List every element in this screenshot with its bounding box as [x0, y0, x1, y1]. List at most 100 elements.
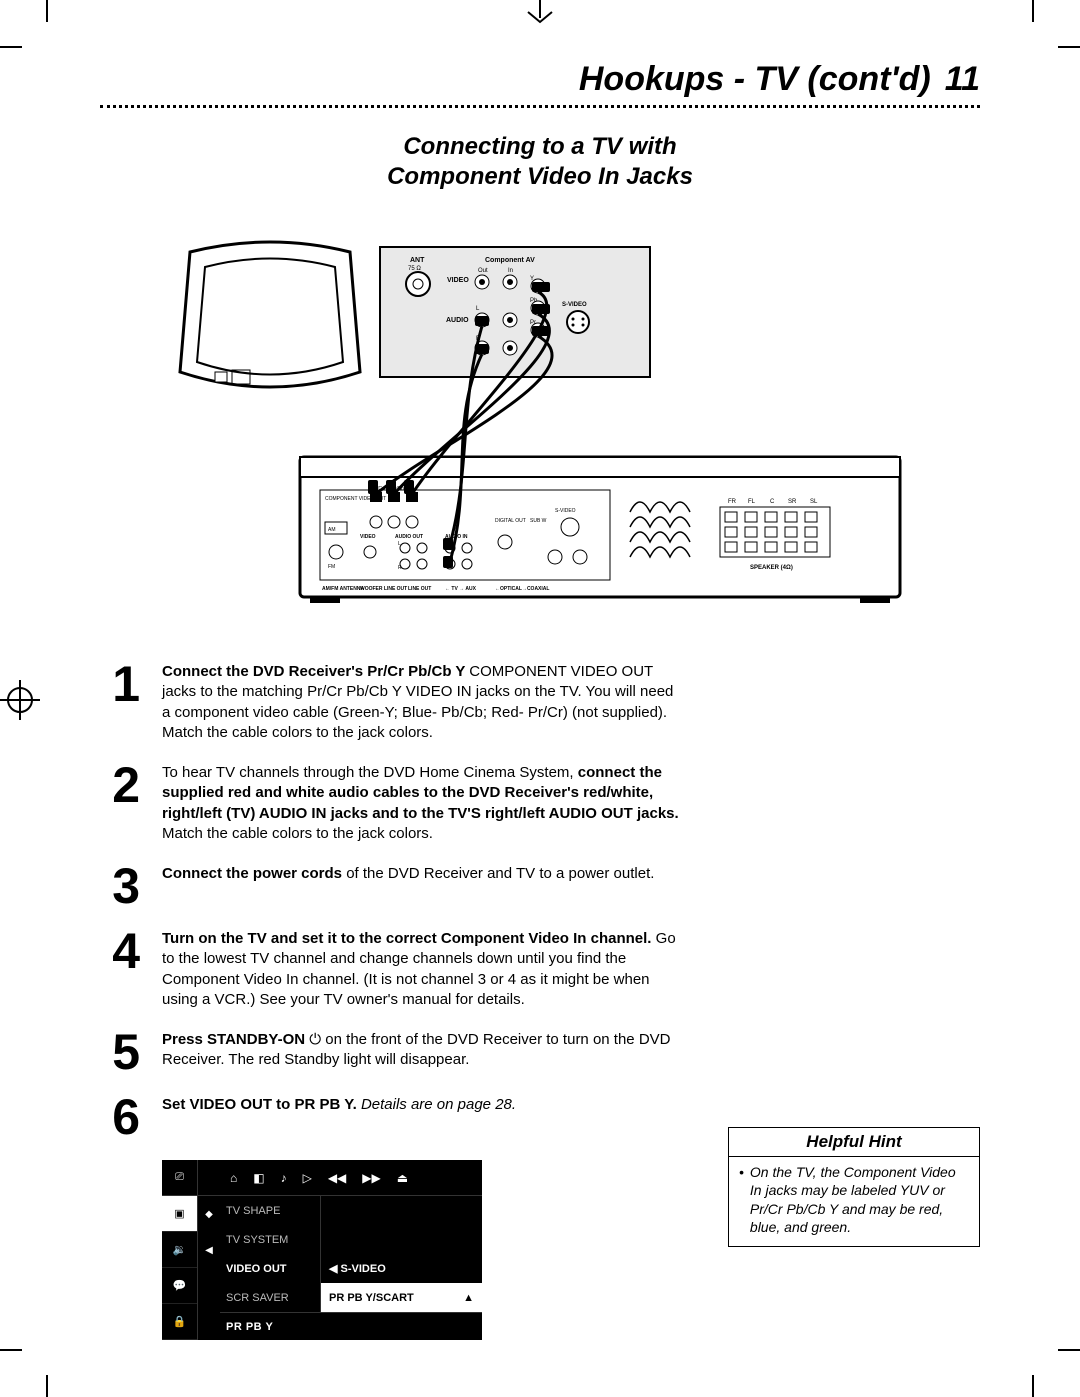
osd-item-label: TV SHAPE [220, 1196, 320, 1225]
svg-text:R: R [398, 565, 402, 571]
step: 1 Connect the DVD Receiver's Pr/Cr Pb/Cb … [100, 662, 680, 743]
osd-item-label: TV SYSTEM [220, 1225, 320, 1254]
osd-top-icon: ⌂ [230, 1171, 237, 1185]
subtitle-line: Connecting to a TV with [403, 133, 676, 160]
step: 6 Set VIDEO OUT to PR PB Y. Details are o… [100, 1095, 680, 1140]
osd-top-icon: ♪ [281, 1171, 287, 1185]
svg-text:FR: FR [728, 499, 737, 505]
svg-text:AUDIO OUT: AUDIO OUT [395, 534, 423, 540]
page-header-title: Hookups - TV (cont'd) [579, 60, 931, 99]
connection-diagram: ANT 75 Ω Component AV VIDEO Out In Y Pb … [160, 222, 920, 622]
osd-top-icon: ▷ [303, 1171, 312, 1185]
osd-top-icons: ⌂ ◧ ♪ ▷ ◀◀ ▶▶ ⏏ [220, 1160, 482, 1196]
registration-mark-top [520, 0, 560, 30]
label: In [508, 268, 513, 274]
osd-item-value: PR PB Y/SCART▲ [321, 1283, 482, 1312]
svg-text:SUB W: SUB W [530, 518, 547, 524]
crop-mark [1058, 46, 1080, 48]
osd-item-label: SCR SAVER [220, 1283, 320, 1312]
label: Out [478, 268, 488, 274]
crop-mark [46, 0, 48, 22]
osd-item-label: VIDEO OUT [220, 1254, 320, 1283]
receiver-back-panel-icon: FR FL C SR SL SPEAKER (4Ω) COMPONENT VID… [300, 457, 900, 603]
hint-title: Helpful Hint [729, 1128, 979, 1157]
label: Component AV [485, 257, 535, 264]
steps-list: 1 Connect the DVD Receiver's Pr/Cr Pb/Cb … [100, 662, 680, 1140]
svg-text:FM: FM [328, 564, 335, 570]
crop-mark [1032, 1375, 1034, 1397]
osd-icon-audio: 🔉 [162, 1232, 197, 1268]
step-body: Set VIDEO OUT to PR PB Y. Details are on… [162, 1095, 516, 1140]
step-number: 6 [100, 1095, 140, 1140]
step-text: Match the cable colors to the jack color… [162, 825, 433, 842]
svg-text:S-VIDEO: S-VIDEO [555, 508, 576, 514]
osd-top-icon: ▶▶ [362, 1171, 380, 1185]
svg-text:FL: FL [748, 499, 756, 505]
osd-top-icon: ◀◀ [328, 1171, 346, 1185]
svg-text:SL: SL [810, 499, 818, 505]
svg-text:← TV → AUX: ← TV → AUX [445, 586, 477, 592]
page-number: 11 [945, 60, 980, 99]
step: 2 To hear TV channels through the DVD Hom… [100, 763, 680, 844]
step-body: Press STANDBY-ON ⏻ on the front of the D… [162, 1030, 680, 1075]
osd-top-icon: ◧ [253, 1171, 264, 1185]
osd-arrow-down: ◀ [198, 1232, 220, 1268]
osd-top-icon: ⏏ [397, 1171, 408, 1185]
svg-text:SR: SR [788, 499, 797, 505]
step-body: To hear TV channels through the DVD Home… [162, 763, 680, 844]
label: VIDEO [447, 277, 469, 284]
crop-mark [1032, 0, 1034, 22]
power-icon: ⏻ [309, 1031, 321, 1048]
label: S-VIDEO [562, 302, 587, 308]
osd-icon-setup: ⎚ [162, 1160, 197, 1196]
osd-menu: ⎚ ▣ 🔉 💬 🔒 ◆ ◀ ⌂ ◧ ♪ ▷ ◀◀ [162, 1160, 482, 1340]
crop-mark [0, 46, 22, 48]
step: 5 Press STANDBY-ON ⏻ on the front of the … [100, 1030, 680, 1075]
step: 4 Turn on the TV and set it to the correc… [100, 929, 680, 1010]
osd-item-value: ◀ S-VIDEO [321, 1254, 482, 1283]
svg-text:WOOFER LINE OUT: WOOFER LINE OUT [360, 586, 407, 592]
svg-text:DIGITAL OUT: DIGITAL OUT [495, 518, 526, 524]
registration-mark-left [0, 680, 40, 720]
osd-icon-picture: ▣ [162, 1196, 197, 1232]
hint-text: On the TV, the Component Video In jacks … [750, 1163, 969, 1236]
osd-status: PR PB Y [220, 1312, 482, 1340]
step: 3 Connect the power cords of the DVD Rece… [100, 864, 680, 909]
step-body: Connect the DVD Receiver's Pr/Cr Pb/Cb Y… [162, 662, 680, 743]
step-text: Connect the power cords [162, 865, 346, 882]
helpful-hint-box: Helpful Hint • On the TV, the Component … [728, 1127, 980, 1247]
label: AUDIO [446, 317, 469, 324]
step-body: Turn on the TV and set it to the correct… [162, 929, 680, 1010]
step-text: Set VIDEO OUT to PR PB Y. [162, 1096, 361, 1113]
step-number: 2 [100, 763, 140, 844]
svg-text:C: C [770, 499, 775, 505]
step-number: 3 [100, 864, 140, 909]
svg-text:VIDEO: VIDEO [360, 534, 376, 540]
tv-back-panel-icon: ANT 75 Ω Component AV VIDEO Out In Y Pb … [380, 247, 650, 377]
svg-text:L: L [398, 541, 401, 547]
svg-text:AM/FM ANTENNA: AM/FM ANTENNA [322, 586, 364, 592]
subtitle-line: Component Video In Jacks [387, 163, 693, 190]
step-text: Turn on the TV and set it to the correct… [162, 930, 656, 947]
tv-front-icon [180, 242, 360, 387]
step-number: 4 [100, 929, 140, 1010]
step-text: of the DVD Receiver and TV to a power ou… [346, 865, 654, 882]
section-subtitle: Connecting to a TV with Component Video … [100, 132, 980, 192]
step-number: 1 [100, 662, 140, 743]
step-body: Connect the power cords of the DVD Recei… [162, 864, 654, 909]
osd-arrow-up: ◆ [198, 1196, 220, 1232]
header-divider [100, 105, 980, 108]
step-text: Press STANDBY-ON [162, 1031, 309, 1048]
svg-text:AM: AM [328, 527, 336, 533]
bullet-icon: • [739, 1163, 744, 1236]
step-text: To hear TV channels through the DVD Home… [162, 764, 578, 781]
crop-mark [46, 1375, 48, 1397]
osd-item-value [321, 1225, 482, 1254]
svg-text:←OPTICAL→COAXIAL: ←OPTICAL→COAXIAL [495, 586, 549, 592]
step-number: 5 [100, 1030, 140, 1075]
osd-icon-lock: 🔒 [162, 1304, 197, 1340]
svg-text:LINE OUT: LINE OUT [408, 586, 431, 592]
step-text: Connect the DVD Receiver's Pr/Cr Pb/Cb Y [162, 663, 469, 680]
svg-text:SPEAKER (4Ω): SPEAKER (4Ω) [750, 565, 793, 571]
crop-mark [1058, 1349, 1080, 1351]
